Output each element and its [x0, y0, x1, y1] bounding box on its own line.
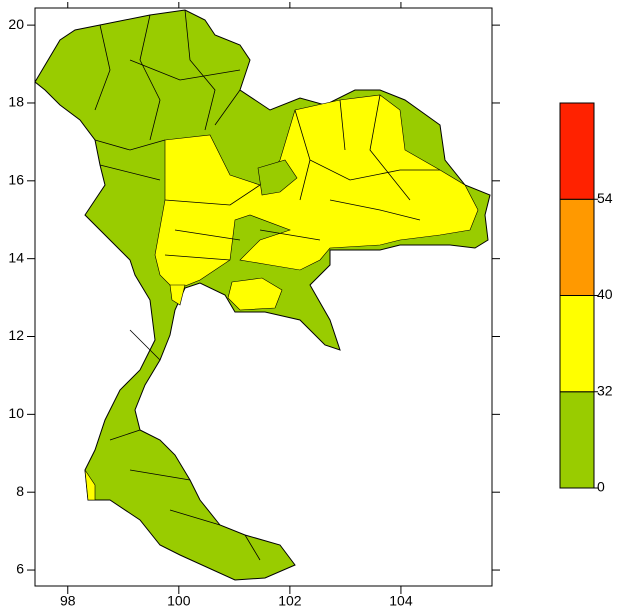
- x-tick-label: 104: [389, 593, 413, 609]
- colorbar: 0 32 40 54: [559, 102, 613, 495]
- land-green-patch: [257, 159, 298, 196]
- x-tick-label: 100: [167, 593, 191, 609]
- colorbar-segment: [559, 391, 595, 489]
- colorbar-label: 32: [597, 382, 613, 398]
- land-yellow-patch: [169, 284, 186, 306]
- axes: 98 100 102 104 6 8 10 12 14 16 18 20: [8, 2, 500, 609]
- x-tick-label: 98: [60, 593, 76, 609]
- province-borders: [94, 9, 440, 561]
- y-tick-label: 14: [8, 249, 24, 265]
- plot-frame: [34, 7, 493, 587]
- land-yellow: [154, 94, 479, 291]
- x-tick-label: 102: [278, 593, 302, 609]
- map-area: [34, 9, 491, 581]
- y-tick-label: 8: [16, 483, 24, 499]
- y-tick-label: 12: [8, 327, 24, 343]
- colorbar-label: 54: [597, 190, 613, 206]
- colorbar-label: 0: [597, 479, 605, 495]
- colorbar-segment: [559, 198, 595, 296]
- y-tick-label: 20: [8, 16, 24, 32]
- y-tick-label: 10: [8, 405, 24, 421]
- y-tick-label: 6: [16, 561, 24, 577]
- y-tick-label: 16: [8, 172, 24, 188]
- land-yellow-patch: [84, 469, 96, 501]
- colorbar-segment: [559, 102, 595, 200]
- land-yellow-patch: [227, 277, 283, 311]
- colorbar-segment: [559, 295, 595, 393]
- colorbar-label: 40: [597, 286, 613, 302]
- y-tick-label: 18: [8, 94, 24, 110]
